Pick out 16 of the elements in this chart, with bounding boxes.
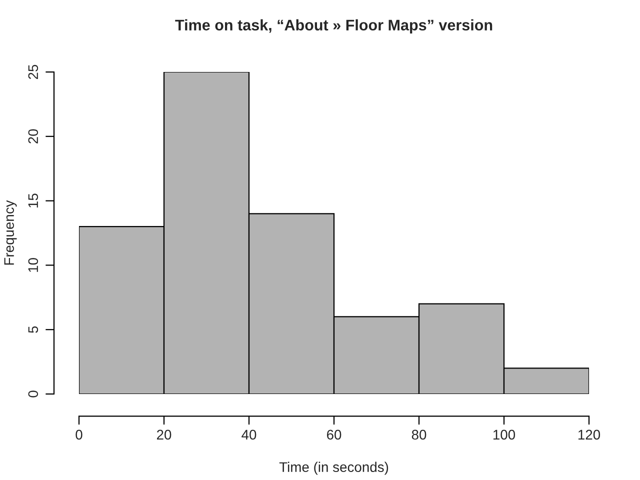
x-tick-label: 20 <box>156 430 172 440</box>
x-tick-label: 100 <box>493 430 516 440</box>
y-tick-label: 5 <box>28 326 38 333</box>
x-tick-label: 60 <box>326 430 342 440</box>
y-axis-title: Frequency <box>4 200 17 265</box>
x-axis-title: Time (in seconds) <box>279 462 388 475</box>
chart-title: Time on task, “About » Floor Maps” version <box>175 19 492 34</box>
x-tick-label: 40 <box>242 430 256 440</box>
y-tick-label: 25 <box>28 64 38 80</box>
x-tick-label: 120 <box>578 430 600 440</box>
y-tick-label: 10 <box>28 258 38 272</box>
y-tick-label: 0 <box>28 390 38 398</box>
x-tick-label: 80 <box>412 430 426 440</box>
x-tick-label: 0 <box>76 430 82 440</box>
y-tick-label: 20 <box>28 129 38 144</box>
y-tick-label: 15 <box>28 194 38 208</box>
